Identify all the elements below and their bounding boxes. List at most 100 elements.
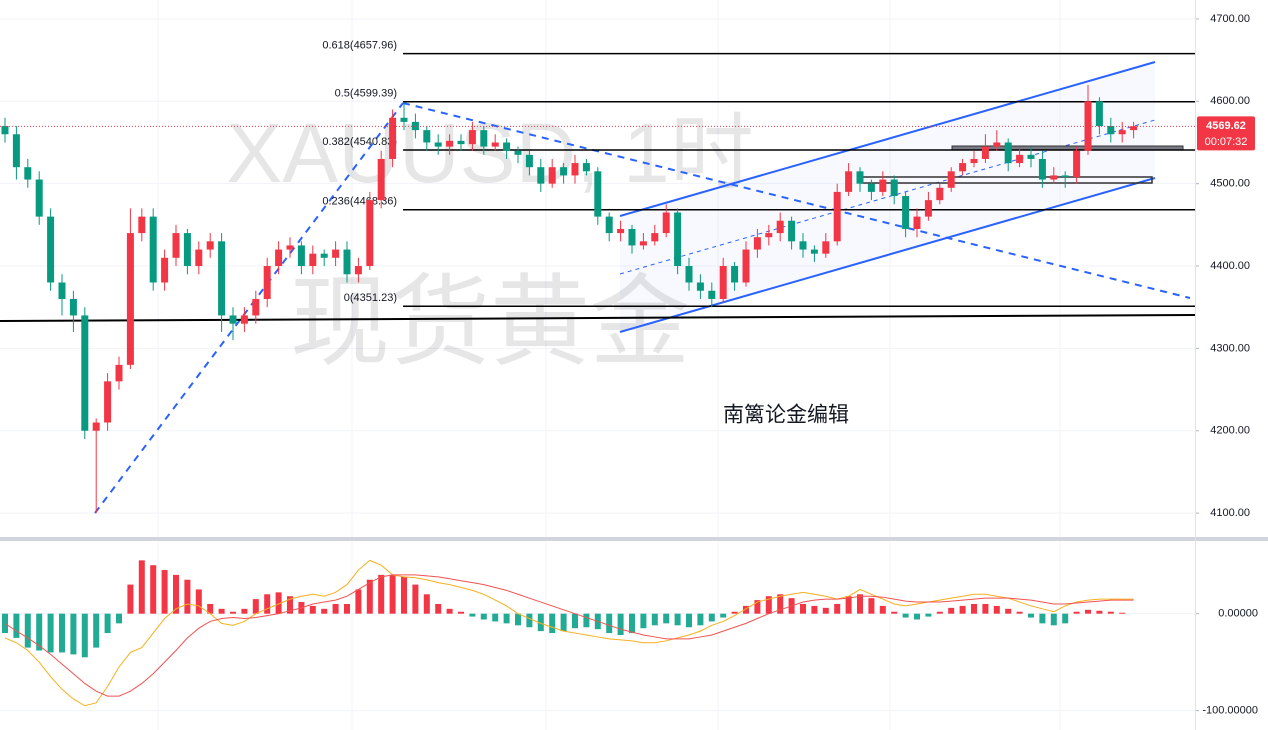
y-tick-label: 0.00000 — [1218, 608, 1258, 620]
plot: 4100.00 4200.00 4300.00 4400.00 4500.00 4600.… — [0, 13, 1258, 717]
last-price-box — [1197, 116, 1255, 151]
candle-body — [92, 422, 100, 431]
candle-body — [970, 158, 978, 164]
macd-bar — [765, 596, 772, 614]
macd-bar — [287, 596, 293, 614]
candle-body — [902, 196, 910, 229]
macd-bar — [526, 613, 533, 628]
candle-body — [12, 134, 20, 168]
y-tick-label: 4100.00 — [1210, 507, 1250, 519]
macd-bar — [560, 613, 567, 632]
annotation: 南篱论金编辑 — [723, 404, 849, 427]
candle-body — [183, 233, 191, 267]
candle-body — [753, 237, 761, 250]
macd-bar — [1107, 611, 1114, 614]
macd-bar — [1039, 613, 1046, 624]
macd-bar — [868, 598, 875, 614]
macd-bar — [423, 594, 430, 614]
macd-bar — [218, 608, 225, 614]
candle-body — [685, 266, 693, 283]
macd-bar — [93, 613, 100, 648]
watermark-title: XAUUSD, 1时 — [226, 106, 753, 200]
candle-body — [275, 249, 283, 267]
macd-bar — [47, 613, 54, 653]
macd-bar — [663, 613, 670, 624]
macd-bar — [914, 613, 920, 620]
channel-fill — [620, 62, 1155, 332]
candle-body — [947, 171, 955, 188]
macd-bar — [629, 613, 635, 634]
candle-body — [628, 228, 636, 246]
candle-body — [765, 233, 773, 238]
candle-body — [1107, 126, 1115, 135]
macd-bar — [891, 611, 898, 614]
watermark-subtitle: 现货黄金 — [290, 266, 690, 378]
macd-bar — [173, 574, 179, 614]
candle-body — [411, 121, 419, 131]
candle-body — [936, 187, 944, 201]
macd-bar — [583, 613, 590, 628]
macd-bar — [982, 603, 989, 614]
candle-body — [959, 163, 967, 172]
macd-bar — [1005, 608, 1012, 614]
vertical-grid — [157, 0, 1061, 730]
macd-bar — [902, 613, 909, 618]
candle-body — [457, 140, 465, 145]
candle-body — [320, 253, 328, 258]
candle-body — [24, 167, 32, 180]
candle-body — [1061, 175, 1069, 178]
macd-bar — [503, 613, 510, 624]
candle-body — [35, 179, 43, 217]
macd-bar — [936, 611, 943, 614]
candle-body — [639, 241, 647, 246]
macd-bar — [389, 574, 396, 614]
macd-bar — [879, 605, 886, 614]
macd-bar — [492, 613, 499, 622]
candle-body — [1084, 101, 1092, 151]
macd-bar — [81, 613, 88, 658]
candle-body — [1, 126, 9, 135]
macd-bar — [697, 613, 704, 626]
macd-bar — [344, 603, 350, 614]
macd-bar — [1028, 613, 1034, 618]
candle-body — [924, 200, 932, 217]
countdown: 00:07:32 — [1205, 136, 1248, 148]
macd-bar — [1085, 609, 1091, 614]
macd-bar — [36, 613, 43, 651]
candle-body — [719, 266, 727, 299]
candle-body — [651, 233, 659, 242]
candle-body — [856, 171, 864, 184]
macd-line — [4, 574, 1134, 697]
candle-body — [617, 228, 625, 234]
macd-bar — [127, 584, 134, 614]
y-tick-label: 4200.00 — [1210, 425, 1250, 437]
candle-body — [993, 142, 1001, 147]
macd-bar — [1096, 610, 1103, 614]
candle-body — [981, 146, 989, 159]
macd-bar — [469, 613, 476, 617]
candle-body — [389, 117, 397, 159]
candle-body — [195, 249, 203, 267]
candle-body — [309, 253, 317, 267]
candle-body — [468, 130, 476, 145]
candle-body — [172, 233, 180, 258]
macd-bar — [321, 608, 328, 614]
macd-bar — [378, 574, 385, 614]
macd-bar — [845, 596, 852, 614]
candle-body — [845, 171, 853, 192]
macd-bar — [708, 613, 715, 622]
macd-bar — [116, 613, 122, 624]
macd-bar — [264, 594, 271, 614]
candle-body — [252, 298, 260, 316]
macd-bar — [651, 613, 658, 626]
candle-body — [343, 249, 351, 275]
macd-bar — [754, 600, 761, 614]
candle-body — [240, 315, 248, 324]
candle-body — [1130, 126, 1138, 131]
candle-body — [423, 130, 431, 143]
last-price-label: 4569.62 — [1206, 120, 1246, 132]
macd-bar — [309, 605, 316, 614]
trend-line — [402, 102, 1191, 299]
macd-bar — [207, 603, 214, 614]
macd-bar — [777, 594, 784, 614]
